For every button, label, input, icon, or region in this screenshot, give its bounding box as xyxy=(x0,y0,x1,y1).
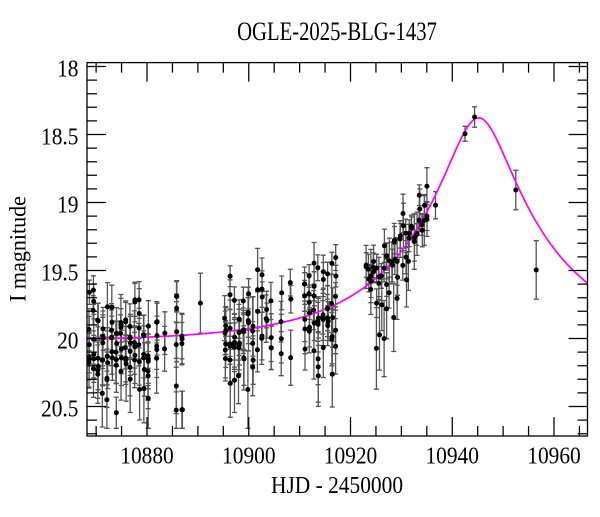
svg-text:10920: 10920 xyxy=(324,442,378,469)
svg-text:18: 18 xyxy=(57,55,78,82)
svg-text:20: 20 xyxy=(57,327,78,354)
svg-text:I magnitude: I magnitude xyxy=(5,196,31,302)
svg-text:19.5: 19.5 xyxy=(41,259,78,286)
svg-text:19: 19 xyxy=(57,191,78,218)
svg-text:10960: 10960 xyxy=(527,442,581,469)
svg-text:20.5: 20.5 xyxy=(41,395,78,422)
svg-text:18.5: 18.5 xyxy=(41,123,78,150)
svg-text:10940: 10940 xyxy=(425,442,479,469)
svg-text:10880: 10880 xyxy=(120,442,174,469)
svg-text:10900: 10900 xyxy=(222,442,276,469)
svg-text:HJD - 2450000: HJD - 2450000 xyxy=(271,472,403,500)
svg-text:OGLE-2025-BLG-1437: OGLE-2025-BLG-1437 xyxy=(237,18,437,47)
